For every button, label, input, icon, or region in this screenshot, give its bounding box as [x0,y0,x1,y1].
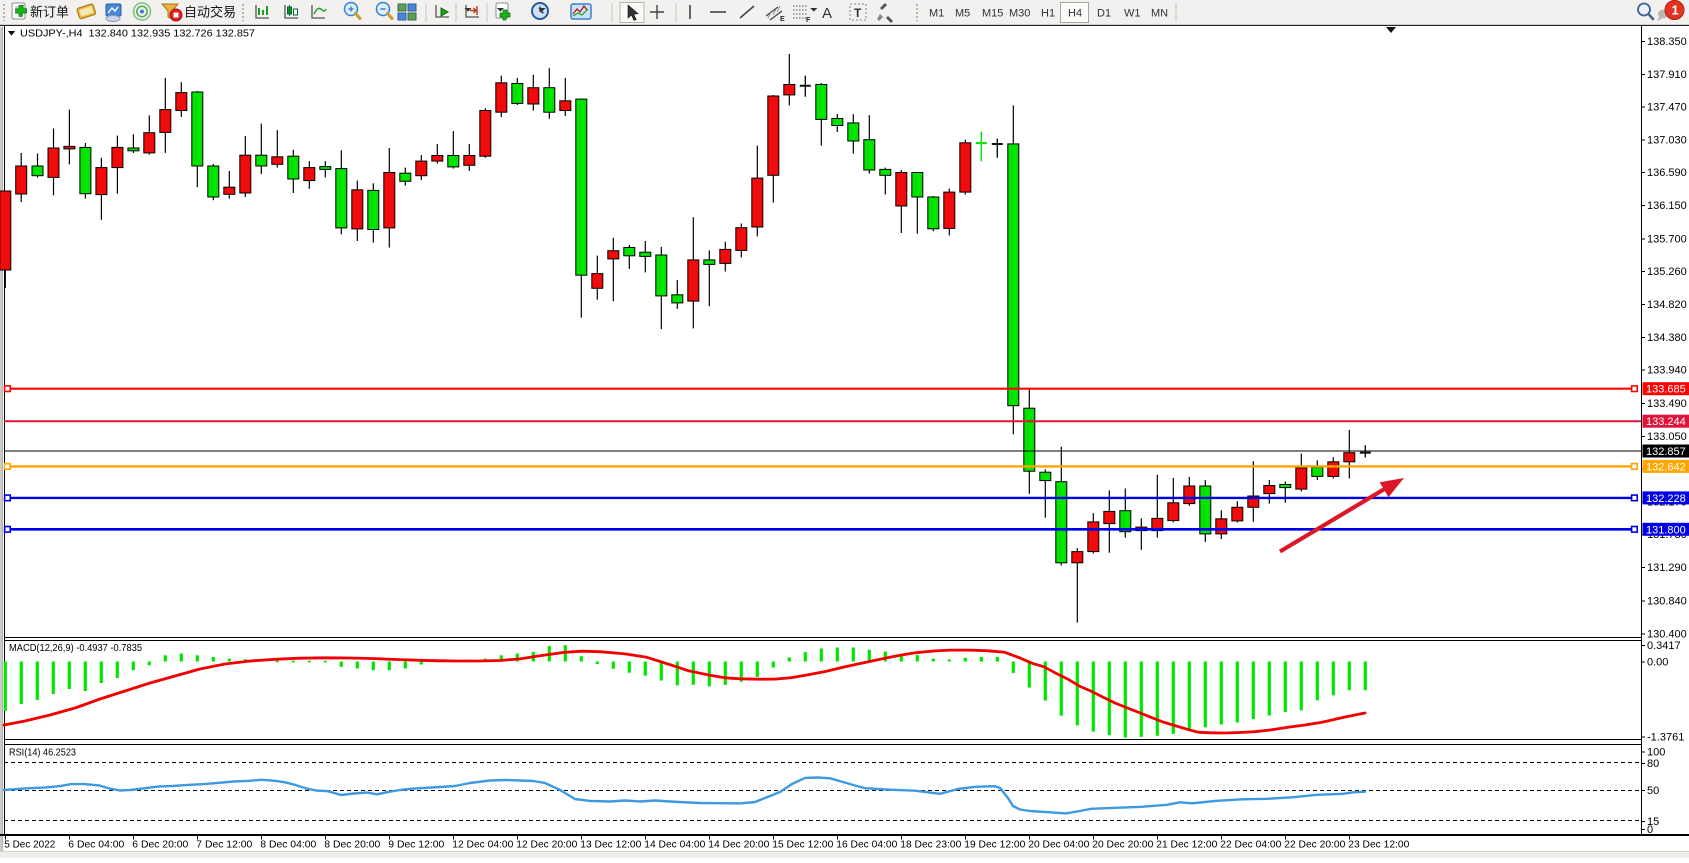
svg-text:135.700: 135.700 [1647,233,1687,245]
svg-text:A: A [822,5,832,22]
svg-text:132.228: 132.228 [1646,493,1686,505]
svg-text:133.244: 133.244 [1646,416,1686,428]
svg-text:131.290: 131.290 [1647,562,1687,574]
svg-text:50: 50 [1647,785,1659,797]
svg-text:133.685: 133.685 [1646,384,1686,396]
svg-text:9 Dec 12:00: 9 Dec 12:00 [388,839,444,851]
svg-text:132.857: 132.857 [1646,446,1686,458]
svg-text:22 Dec 20:00: 22 Dec 20:00 [1284,839,1345,851]
svg-text:131.800: 131.800 [1646,524,1686,536]
svg-text:22 Dec 04:00: 22 Dec 04:00 [1220,839,1281,851]
svg-text:23 Dec 12:00: 23 Dec 12:00 [1348,839,1409,851]
svg-text:USDJPY-,H4 132.840 132.935 13: USDJPY-,H4 132.840 132.935 132.726 132.8… [20,27,255,39]
svg-text:RSI(14) 46.2523: RSI(14) 46.2523 [9,748,76,759]
svg-text:M30: M30 [1009,8,1030,20]
svg-text:0.00: 0.00 [1647,657,1668,669]
svg-text:6 Dec 04:00: 6 Dec 04:00 [68,839,124,851]
svg-text:F: F [806,17,811,24]
svg-text:136.150: 136.150 [1647,200,1687,212]
svg-text:-1.3761: -1.3761 [1647,732,1684,744]
svg-text:12 Dec 20:00: 12 Dec 20:00 [516,839,577,851]
svg-text:18 Dec 23:00: 18 Dec 23:00 [900,839,961,851]
svg-text:H4: H4 [1068,8,1082,20]
svg-text:136.590: 136.590 [1647,167,1687,179]
svg-text:15 Dec 12:00: 15 Dec 12:00 [772,839,833,851]
svg-text:133.490: 133.490 [1647,398,1687,410]
svg-text:137.910: 137.910 [1647,69,1687,81]
svg-text:8 Dec 04:00: 8 Dec 04:00 [260,839,316,851]
svg-text:13 Dec 12:00: 13 Dec 12:00 [580,839,641,851]
svg-text:MN: MN [1151,8,1168,20]
svg-text:133.050: 133.050 [1647,431,1687,443]
svg-text:H1: H1 [1041,8,1055,20]
svg-text:T: T [854,6,862,20]
svg-text:1: 1 [1672,3,1679,18]
svg-text:7 Dec 12:00: 7 Dec 12:00 [196,839,252,851]
svg-text:135.260: 135.260 [1647,266,1687,278]
svg-text:137.470: 137.470 [1647,102,1687,114]
svg-text:20 Dec 04:00: 20 Dec 04:00 [1028,839,1089,851]
svg-text:133.940: 133.940 [1647,365,1687,377]
svg-text:M5: M5 [955,8,970,20]
svg-text:MACD(12,26,9) -0.4937 -0.7835: MACD(12,26,9) -0.4937 -0.7835 [9,643,142,654]
svg-text:D1: D1 [1097,8,1111,20]
svg-text:138.350: 138.350 [1647,36,1687,48]
svg-text:自动交易: 自动交易 [184,5,236,20]
svg-text:134.820: 134.820 [1647,299,1687,311]
svg-text:16 Dec 04:00: 16 Dec 04:00 [836,839,897,851]
svg-text:W1: W1 [1124,8,1141,20]
svg-text:0: 0 [1647,824,1653,836]
svg-text:100: 100 [1647,746,1665,758]
svg-text:19 Dec 12:00: 19 Dec 12:00 [964,839,1025,851]
svg-text:M1: M1 [929,8,944,20]
svg-text:14 Dec 20:00: 14 Dec 20:00 [708,839,769,851]
svg-text:14 Dec 04:00: 14 Dec 04:00 [644,839,705,851]
svg-text:134.380: 134.380 [1647,332,1687,344]
svg-text:132.642: 132.642 [1646,461,1686,473]
svg-text:新订单: 新订单 [30,5,69,20]
svg-text:130.840: 130.840 [1647,596,1687,608]
svg-text:20 Dec 20:00: 20 Dec 20:00 [1092,839,1153,851]
svg-text:M15: M15 [982,8,1003,20]
svg-text:80: 80 [1647,758,1659,770]
svg-text:130.400: 130.400 [1647,628,1687,640]
svg-text:6 Dec 20:00: 6 Dec 20:00 [132,839,188,851]
svg-text:21 Dec 12:00: 21 Dec 12:00 [1156,839,1217,851]
svg-text:12 Dec 04:00: 12 Dec 04:00 [452,839,513,851]
svg-text:0.3417: 0.3417 [1647,640,1681,652]
svg-text:137.030: 137.030 [1647,134,1687,146]
svg-text:8 Dec 20:00: 8 Dec 20:00 [324,839,380,851]
svg-text:5 Dec 2022: 5 Dec 2022 [4,839,55,851]
svg-text:E: E [780,16,785,23]
